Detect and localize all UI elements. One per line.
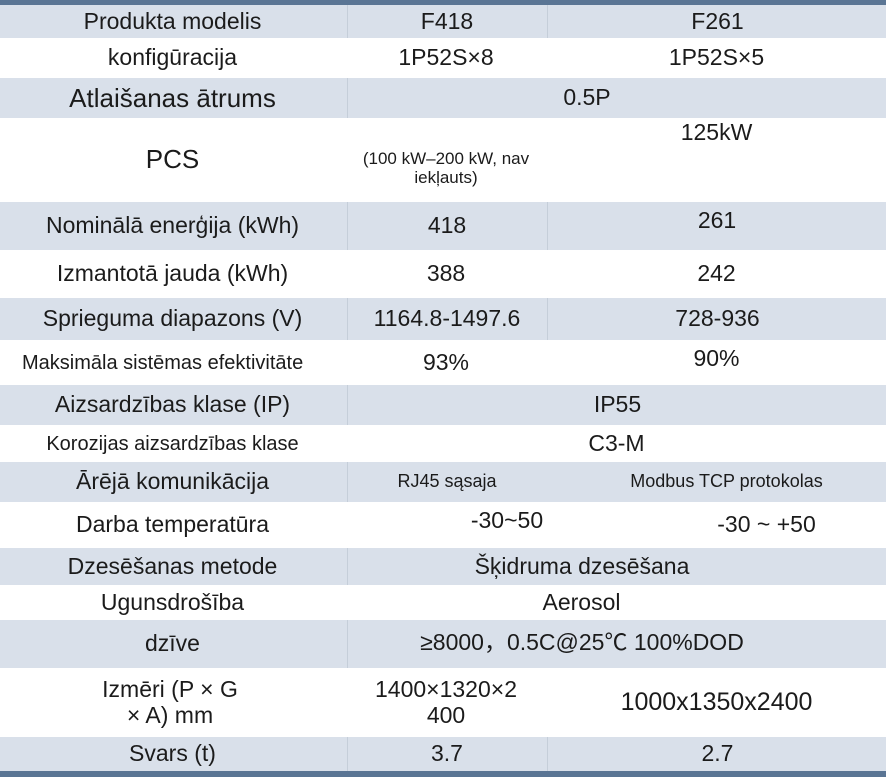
table-row-temperature: Darba temperatūra -30~50 -30 ~ +50 bbox=[0, 502, 886, 548]
f261-value: 90% bbox=[693, 345, 740, 371]
row-label: PCS bbox=[145, 143, 200, 174]
table-row-voltage: Sprieguma diapazons (V) 1164.8-1497.6 72… bbox=[0, 298, 886, 340]
table-row-weight: Svars (t) 3.7 2.7 bbox=[0, 737, 886, 771]
f418-value: 1164.8-1497.6 bbox=[347, 298, 546, 340]
table-row-pcs: PCS (100 kW–200 kW, nav iekļauts) 125kW bbox=[0, 118, 886, 200]
table-row-model: Produkta modelis F418 F261 bbox=[0, 5, 886, 38]
table-row-discharge: Atlaišanas ātrums 0.5P bbox=[0, 78, 886, 118]
table-row-efficiency: Maksimāla sistēmas efektivitāte 93% 90% bbox=[0, 340, 886, 385]
f418-value: -30~50 bbox=[470, 507, 544, 533]
shared-value: 0.5P bbox=[347, 78, 886, 118]
f261-value: 1P52S×5 bbox=[668, 44, 765, 71]
f261-value: 125kW bbox=[680, 119, 753, 145]
f261-value: 261 bbox=[547, 202, 886, 250]
table-row-dimensions: Izmēri (P × G × A) mm 1400×1320×2 400 10… bbox=[0, 668, 886, 737]
f418-value: 1400×1320×2 400 bbox=[375, 676, 517, 728]
f261-value: F261 bbox=[547, 5, 886, 38]
f261-value: Modbus TCP protokolas bbox=[630, 471, 823, 492]
f261-value: 242 bbox=[697, 260, 736, 287]
row-label: Ugunsdrošība bbox=[100, 588, 245, 615]
f418-value: F418 bbox=[347, 5, 546, 38]
row-label: Aizsardzības klase (IP) bbox=[54, 391, 291, 418]
shared-value: C3-M bbox=[588, 429, 645, 456]
table-row-usable: Izmantotā jauda (kWh) 388 242 bbox=[0, 250, 886, 298]
table-row-ip: Aizsardzības klase (IP) IP55 bbox=[0, 385, 886, 425]
f261-value: 1000x1350x2400 bbox=[620, 687, 813, 716]
row-label: Maksimāla sistēmas efektivitāte bbox=[22, 351, 304, 374]
shared-value: ≥8000，0.5C@25℃ 100%DOD bbox=[347, 620, 886, 668]
row-label: konfigūracija bbox=[107, 44, 238, 71]
row-label: Produkta modelis bbox=[83, 7, 262, 34]
table-row-communication: Ārējā komunikācija RJ45 sąsaja Modbus TC… bbox=[0, 462, 886, 502]
row-label: dzīve bbox=[145, 630, 200, 657]
shared-value: IP55 bbox=[347, 385, 886, 425]
f418-value: RJ45 sąsaja bbox=[347, 462, 546, 502]
row-label: Izmantotā jauda (kWh) bbox=[56, 260, 289, 287]
shared-value: Aerosol bbox=[542, 588, 621, 615]
row-label: Ārējā komunikācija bbox=[75, 468, 270, 495]
table-row-lifetime: dzīve ≥8000，0.5C@25℃ 100%DOD bbox=[0, 620, 886, 668]
row-label: Darba temperatūra bbox=[75, 511, 270, 538]
row-label: Korozijas aizsardzības klase bbox=[46, 432, 299, 455]
table-row-fire-safety: Ugunsdrošība Aerosol bbox=[0, 585, 886, 620]
f418-value: 3.7 bbox=[347, 737, 546, 771]
table-row-config: konfigūracija 1P52S×8 1P52S×5 bbox=[0, 38, 886, 78]
table-row-cooling: Dzesēšanas metode Šķidruma dzesēšana bbox=[0, 548, 886, 585]
top-rule bbox=[0, 0, 886, 5]
bottom-rule bbox=[0, 771, 886, 777]
row-label: Izmēri (P × G × A) mm bbox=[102, 676, 238, 728]
shared-value: Šķidruma dzesēšana bbox=[347, 548, 886, 585]
row-label: Dzesēšanas metode bbox=[67, 552, 278, 579]
row-label: Sprieguma diapazons (V) bbox=[42, 305, 303, 332]
f418-value: 1P52S×8 bbox=[398, 44, 494, 71]
f418-value: 388 bbox=[426, 260, 466, 287]
row-label: Svars (t) bbox=[129, 740, 216, 767]
row-label: Nominālā enerģija (kWh) bbox=[45, 212, 300, 239]
f261-value: 2.7 bbox=[547, 737, 886, 771]
table-row-corrosion: Korozijas aizsardzības klase C3-M bbox=[0, 425, 886, 462]
table-row-energy: Nominālā enerģija (kWh) 418 261 bbox=[0, 202, 886, 250]
f261-value: 728-936 bbox=[547, 298, 886, 340]
f418-value: 93% bbox=[422, 348, 470, 375]
row-label: Atlaišanas ātrums bbox=[69, 82, 276, 113]
f261-value: -30 ~ +50 bbox=[717, 511, 816, 538]
f418-value: (100 kW–200 kW, nav iekļauts) bbox=[362, 149, 530, 187]
f418-value: 418 bbox=[347, 202, 546, 250]
